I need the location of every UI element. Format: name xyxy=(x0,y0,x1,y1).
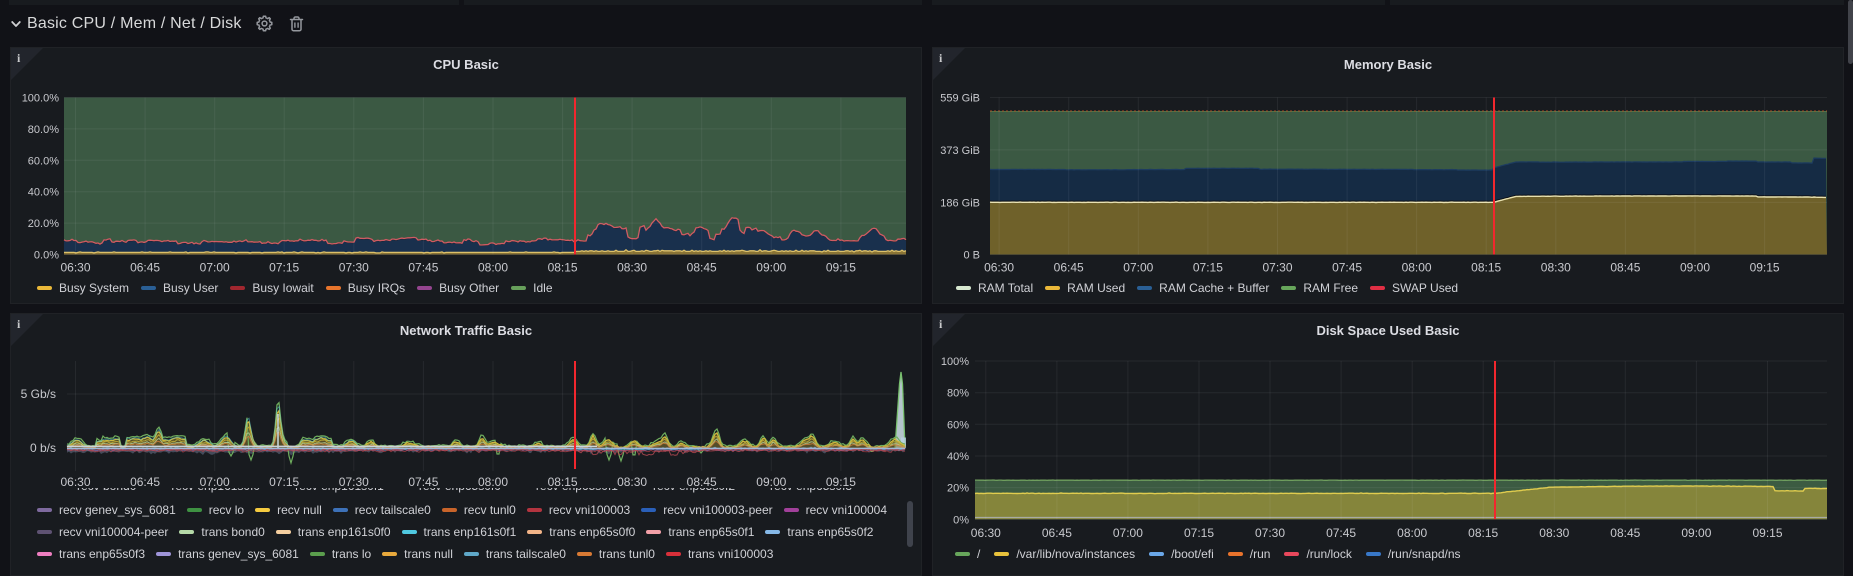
svg-text:100%: 100% xyxy=(941,356,969,368)
svg-text:09:15: 09:15 xyxy=(1750,261,1780,275)
svg-text:09:00: 09:00 xyxy=(1680,261,1710,275)
svg-text:07:30: 07:30 xyxy=(339,261,369,275)
svg-text:07:00: 07:00 xyxy=(1123,261,1153,275)
svg-text:0 B: 0 B xyxy=(963,250,980,262)
svg-text:100.0%: 100.0% xyxy=(22,93,60,105)
svg-text:07:15: 07:15 xyxy=(269,475,299,489)
svg-text:08:15: 08:15 xyxy=(1471,261,1501,275)
svg-text:0 b/s: 0 b/s xyxy=(30,441,56,455)
svg-text:09:00: 09:00 xyxy=(756,261,786,275)
svg-text:09:15: 09:15 xyxy=(826,475,856,489)
svg-text:373 GiB: 373 GiB xyxy=(940,145,980,157)
svg-text:07:15: 07:15 xyxy=(1193,261,1223,275)
svg-text:09:15: 09:15 xyxy=(826,261,856,275)
svg-text:08:30: 08:30 xyxy=(617,475,647,489)
svg-text:08:45: 08:45 xyxy=(687,261,717,275)
svg-text:07:15: 07:15 xyxy=(1184,526,1214,540)
svg-text:0%: 0% xyxy=(953,514,969,526)
svg-text:06:45: 06:45 xyxy=(1054,261,1084,275)
svg-text:20%: 20% xyxy=(947,483,969,495)
svg-text:07:45: 07:45 xyxy=(408,475,438,489)
svg-text:09:00: 09:00 xyxy=(756,475,786,489)
svg-text:07:00: 07:00 xyxy=(200,261,230,275)
svg-text:08:30: 08:30 xyxy=(1539,526,1569,540)
svg-text:07:30: 07:30 xyxy=(1255,526,1285,540)
svg-text:07:30: 07:30 xyxy=(1262,261,1292,275)
svg-text:07:45: 07:45 xyxy=(1326,526,1356,540)
svg-text:40%: 40% xyxy=(947,451,969,463)
svg-text:5 Gb/s: 5 Gb/s xyxy=(21,387,56,401)
svg-text:08:00: 08:00 xyxy=(1397,526,1427,540)
svg-text:08:30: 08:30 xyxy=(1541,261,1571,275)
svg-text:60.0%: 60.0% xyxy=(28,155,59,167)
svg-text:80%: 80% xyxy=(947,388,969,400)
svg-text:08:30: 08:30 xyxy=(617,261,647,275)
svg-text:40.0%: 40.0% xyxy=(28,187,59,199)
svg-text:06:30: 06:30 xyxy=(60,261,90,275)
svg-text:06:45: 06:45 xyxy=(130,475,160,489)
svg-text:06:30: 06:30 xyxy=(971,526,1001,540)
svg-text:07:45: 07:45 xyxy=(1332,261,1362,275)
svg-text:08:45: 08:45 xyxy=(1610,526,1640,540)
svg-text:09:15: 09:15 xyxy=(1752,526,1782,540)
svg-text:60%: 60% xyxy=(947,419,969,431)
svg-text:08:15: 08:15 xyxy=(1468,526,1498,540)
svg-text:08:00: 08:00 xyxy=(478,475,508,489)
svg-text:06:30: 06:30 xyxy=(60,475,90,489)
svg-text:08:00: 08:00 xyxy=(478,261,508,275)
svg-text:20.0%: 20.0% xyxy=(28,218,59,230)
svg-text:559 GiB: 559 GiB xyxy=(940,93,980,105)
svg-text:06:45: 06:45 xyxy=(1042,526,1072,540)
svg-text:0.0%: 0.0% xyxy=(34,250,59,262)
svg-text:80.0%: 80.0% xyxy=(28,124,59,136)
svg-text:06:45: 06:45 xyxy=(130,261,160,275)
svg-text:07:00: 07:00 xyxy=(200,475,230,489)
svg-text:08:15: 08:15 xyxy=(548,475,578,489)
svg-text:08:15: 08:15 xyxy=(548,261,578,275)
svg-text:08:45: 08:45 xyxy=(687,475,717,489)
svg-text:07:15: 07:15 xyxy=(269,261,299,275)
svg-text:09:00: 09:00 xyxy=(1681,526,1711,540)
svg-text:07:30: 07:30 xyxy=(339,475,369,489)
svg-text:08:45: 08:45 xyxy=(1610,261,1640,275)
svg-text:06:30: 06:30 xyxy=(984,261,1014,275)
svg-text:186 GiB: 186 GiB xyxy=(940,197,980,209)
svg-text:08:00: 08:00 xyxy=(1402,261,1432,275)
svg-text:07:00: 07:00 xyxy=(1113,526,1143,540)
svg-text:07:45: 07:45 xyxy=(408,261,438,275)
